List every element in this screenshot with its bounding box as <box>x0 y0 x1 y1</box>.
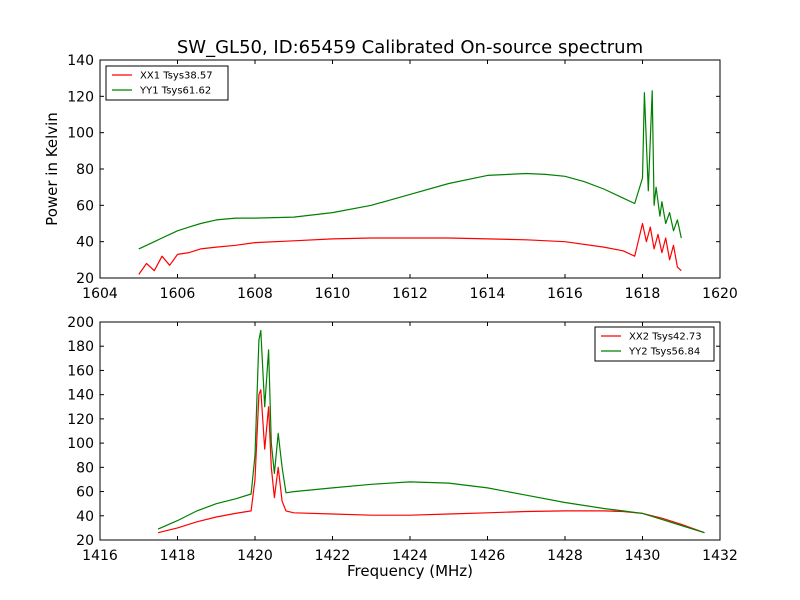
x-tick-label: 1418 <box>160 548 196 564</box>
x-tick-label: 1430 <box>625 548 661 564</box>
top-panel: 1604 1606 1608 1610 1612 1614 1616 1618 1620 20 40… <box>43 53 738 302</box>
y-tick-label: 80 <box>76 162 94 178</box>
y-tick-label: 80 <box>76 460 94 476</box>
top-panel-series <box>138 90 682 275</box>
x-axis-label: Frequency (MHz) <box>347 562 473 580</box>
bottom-panel: 1416 1418 1420 1422 1424 1426 1428 1430 1432 20 40… <box>67 315 738 580</box>
x-tick-label: 1604 <box>82 286 118 302</box>
series-line-yy-panel-2 <box>157 329 705 534</box>
y-tick-label: 140 <box>67 388 94 404</box>
x-tick-label: 1416 <box>82 548 118 564</box>
x-tick-label: 1620 <box>702 286 738 302</box>
y-tick-label: 100 <box>67 126 94 142</box>
x-tick-label: 1428 <box>547 548 583 564</box>
y-tick-label: 20 <box>76 533 94 549</box>
y-tick-label: 20 <box>76 271 94 287</box>
bottom-panel-ticks: 1416 1418 1420 1422 1424 1426 1428 1430 1432 20 40… <box>67 315 738 564</box>
y-tick-label: 60 <box>76 485 94 501</box>
legend-label-xx: XX2 Tsys42.73 <box>629 332 702 343</box>
x-tick-label: 1618 <box>625 286 661 302</box>
x-tick-label: 1424 <box>392 548 428 564</box>
chart-title: SW_GL50, ID:65459 Calibrated On-source s… <box>177 37 643 58</box>
x-tick-label: 1432 <box>702 548 738 564</box>
x-tick-label: 1614 <box>470 286 506 302</box>
bottom-panel-series <box>157 329 705 534</box>
legend-box <box>594 326 715 362</box>
y-tick-label: 140 <box>67 53 94 69</box>
x-tick-label: 1426 <box>470 548 506 564</box>
series-line-yy-panel-1 <box>138 90 682 250</box>
y-tick-label: 100 <box>67 436 94 452</box>
x-tick-label: 1606 <box>160 286 196 302</box>
x-tick-label: 1610 <box>315 286 351 302</box>
x-tick-label: 1420 <box>237 548 273 564</box>
top-panel-ticks: 1604 1606 1608 1610 1612 1614 1616 1618 1620 20 40… <box>67 53 738 302</box>
x-tick-label: 1616 <box>547 286 583 302</box>
y-tick-label: 200 <box>67 315 94 331</box>
series-line-xx-panel-1 <box>138 222 682 275</box>
x-tick-label: 1422 <box>315 548 351 564</box>
top-panel-legend: XX1 Tsys38.57 YY1 Tsys61.62 <box>105 65 229 101</box>
y-tick-label: 60 <box>76 198 94 214</box>
legend-label-yy: YY1 Tsys61.62 <box>139 86 211 97</box>
y-tick-label: 40 <box>76 509 94 525</box>
legend-box <box>105 65 229 101</box>
top-y-axis-label: Power in Kelvin <box>43 112 61 226</box>
y-tick-label: 120 <box>67 412 94 428</box>
legend-label-yy: YY2 Tsys56.84 <box>628 347 700 358</box>
series-line-xx-panel-2 <box>157 389 705 534</box>
x-tick-label: 1608 <box>237 286 273 302</box>
y-tick-label: 160 <box>67 363 94 379</box>
legend-label-xx: XX1 Tsys38.57 <box>140 71 213 82</box>
y-tick-label: 40 <box>76 235 94 251</box>
y-tick-label: 180 <box>67 339 94 355</box>
bottom-panel-legend: XX2 Tsys42.73 YY2 Tsys56.84 <box>594 326 715 362</box>
x-tick-label: 1612 <box>392 286 428 302</box>
y-tick-label: 120 <box>67 89 94 105</box>
